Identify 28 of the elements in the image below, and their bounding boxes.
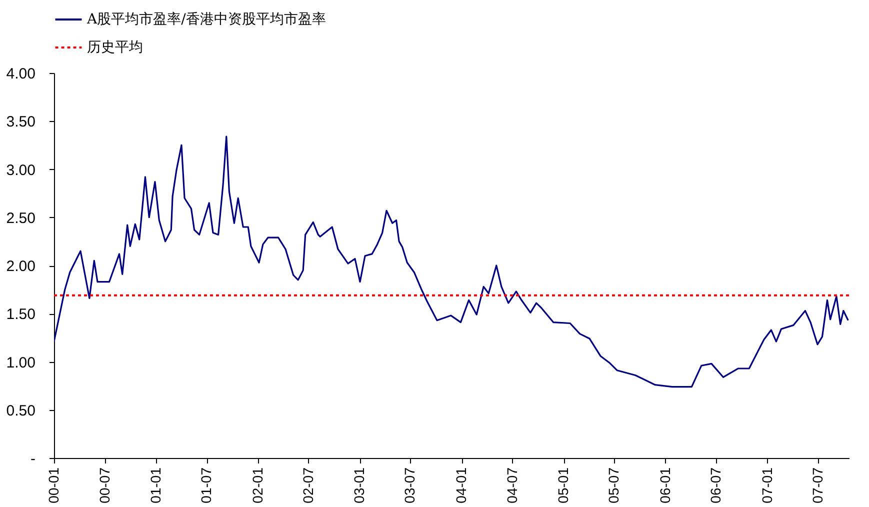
legend-label: 历史平均 <box>87 40 143 56</box>
y-tick-label: 1.00 <box>6 354 36 372</box>
x-tick-label: 05-01 <box>555 467 572 504</box>
y-tick-label: 3.50 <box>6 114 36 131</box>
y-tick-label: 2.00 <box>6 258 36 275</box>
x-tick-label: 06-07 <box>707 467 724 504</box>
x-tick-label: 00-07 <box>96 467 112 504</box>
y-tick-label: 2.50 <box>6 210 36 227</box>
x-tick-label: 02-01 <box>249 467 266 504</box>
x-tick-label: 04-07 <box>504 467 520 504</box>
x-tick-label: 03-07 <box>402 467 418 504</box>
x-tick-label: 04-01 <box>453 467 470 504</box>
y-tick-label: 0.50 <box>6 402 36 420</box>
x-tick-label: 05-07 <box>606 467 622 504</box>
x-tick-label: 02-07 <box>300 467 316 504</box>
x-tick-label: 07-01 <box>758 467 775 504</box>
y-tick-label: 1.50 <box>6 306 36 324</box>
x-tick-label: 06-01 <box>656 467 673 504</box>
y-tick-label: 4.00 <box>6 66 36 82</box>
y-tick-label: - <box>30 450 36 468</box>
y-tick-label: 3.00 <box>6 162 36 179</box>
x-tick-label: 07-07 <box>809 467 826 504</box>
legend-label: A股平均市盈率/香港中资股平均市盈率 <box>86 12 326 28</box>
line-series <box>54 136 849 388</box>
x-tick-label: 01-07 <box>198 467 214 504</box>
x-tick-label: 00-01 <box>46 467 62 504</box>
x-tick-label: 01-01 <box>148 467 164 504</box>
x-tick-label: 03-01 <box>351 467 368 504</box>
